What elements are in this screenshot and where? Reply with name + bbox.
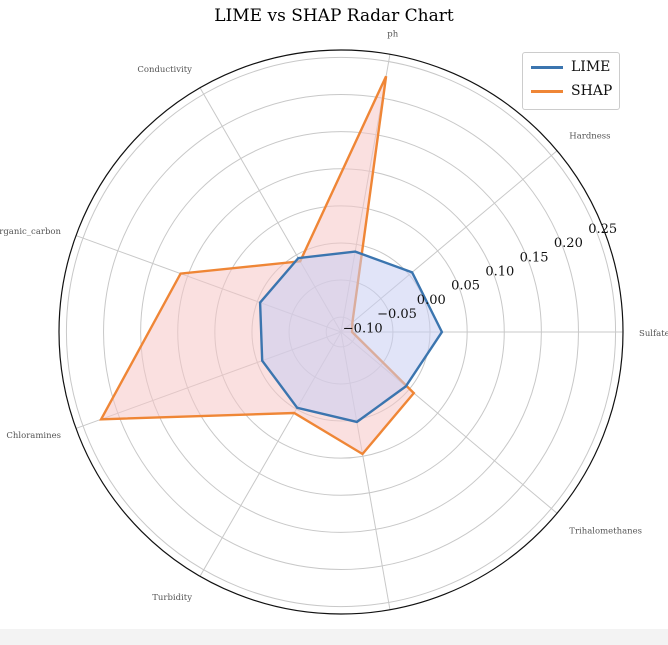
legend-item-lime: LIME bbox=[531, 59, 610, 75]
legend-label-lime: LIME bbox=[571, 59, 611, 75]
radial-tick-label: −0.10 bbox=[343, 321, 383, 336]
legend-label-shap: SHAP bbox=[571, 83, 613, 99]
legend: LIME SHAP bbox=[522, 52, 620, 110]
chart-title: LIME vs SHAP Radar Chart bbox=[214, 6, 454, 26]
axis-label-trihalomethanes: Trihalomethanes bbox=[569, 527, 642, 537]
outer-frame bbox=[58, 49, 624, 615]
radial-tick-label: 0.15 bbox=[520, 250, 549, 265]
radial-tick-label: −0.05 bbox=[377, 307, 417, 322]
radial-tick-label: 0.05 bbox=[451, 279, 480, 294]
legend-item-shap: SHAP bbox=[531, 83, 612, 99]
axis-label-hardness: Hardness bbox=[569, 131, 610, 141]
legend-swatch-lime bbox=[531, 65, 563, 69]
radial-tick-label: 0.10 bbox=[485, 265, 514, 280]
label-layer: −0.10−0.050.00 0.05 0.10 0.15 0.20 0.25 Sulfat… bbox=[0, 30, 668, 639]
axis-label-ph: ph bbox=[387, 30, 398, 40]
axis-label-chloramines: Chloramines bbox=[6, 431, 61, 441]
radial-tick-label: 0.00 bbox=[417, 293, 446, 308]
series-line-lime bbox=[258, 250, 444, 424]
axis-label-organic_carbon: Organic_carbon bbox=[0, 227, 61, 237]
series-line-shap bbox=[99, 75, 416, 456]
radial-tick-label: 0.25 bbox=[588, 222, 617, 237]
radial-tick-label: 0.20 bbox=[554, 236, 583, 251]
series-layer bbox=[99, 75, 444, 456]
axis-label-turbidity: Turbidity bbox=[152, 593, 192, 603]
series-fill-lime bbox=[260, 251, 442, 422]
footer-strip bbox=[0, 629, 668, 645]
legend-swatch-shap bbox=[531, 89, 563, 93]
axis-label-conductivity: Conductivity bbox=[137, 65, 192, 75]
axis-label-sulfate: Sulfate bbox=[639, 329, 668, 339]
